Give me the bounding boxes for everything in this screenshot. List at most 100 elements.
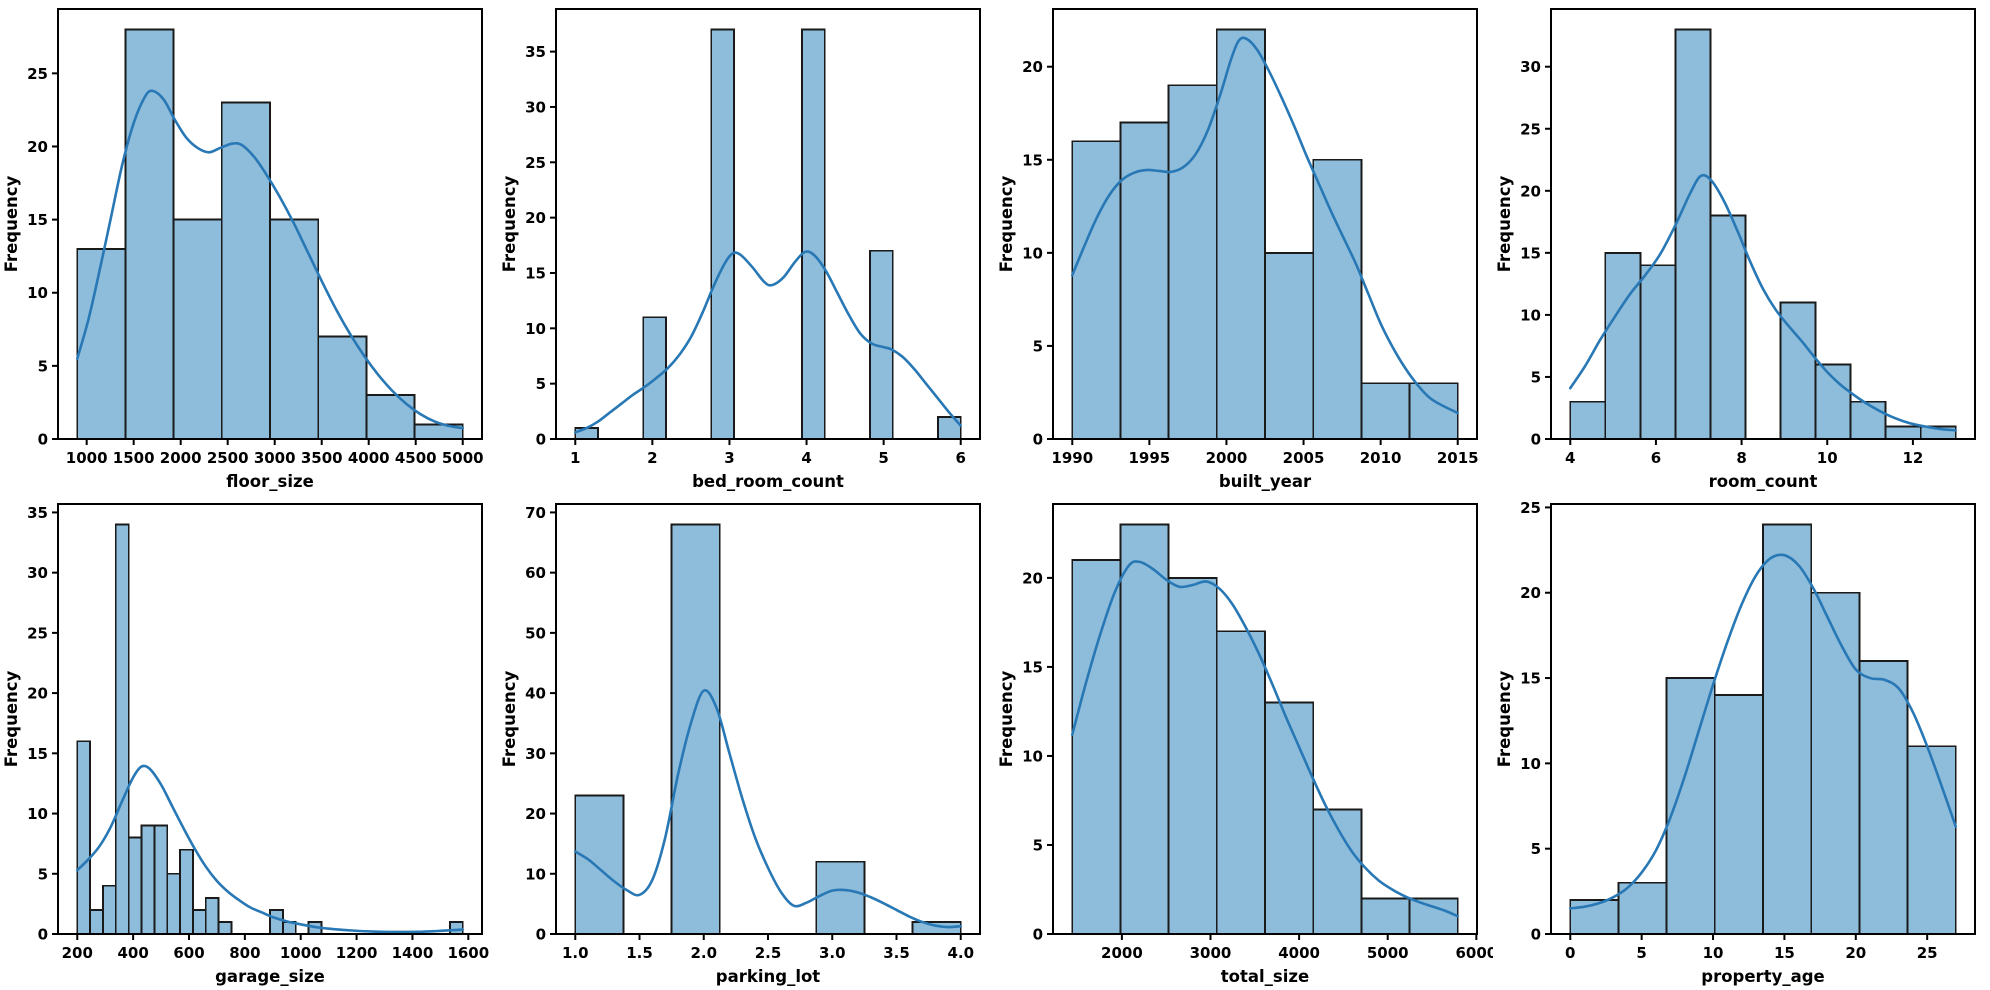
x-tick-label: 1.0 <box>561 944 588 962</box>
x-tick-label: 1600 <box>447 944 489 962</box>
x-tick-label: 4000 <box>1278 944 1320 962</box>
x-tick-label: 3000 <box>254 449 296 467</box>
histogram-bar <box>76 247 127 440</box>
histogram-bar <box>1814 363 1851 440</box>
y-tick-label: 5 <box>535 375 545 393</box>
histogram-bar <box>1167 84 1218 440</box>
x-tick-label: 200 <box>62 944 93 962</box>
x-axis-label: total_size <box>1221 967 1309 986</box>
histogram-bar <box>1408 897 1459 935</box>
x-tick-label: 2000 <box>1101 944 1143 962</box>
x-tick-label: 4 <box>1565 449 1575 467</box>
y-tick-label: 20 <box>1520 584 1541 602</box>
y-tick-label: 15 <box>1022 658 1043 676</box>
histogram-bar <box>1857 660 1908 935</box>
histogram-bar <box>1713 694 1764 935</box>
y-tick-label: 30 <box>525 98 546 116</box>
y-tick-label: 25 <box>525 154 546 172</box>
histogram-property-age: 0 5 10 15 20 25 0 5 10 15 20 25 property_age Frequenc… <box>1495 499 1976 986</box>
histogram-bar <box>166 872 181 935</box>
kde-curve <box>573 250 962 434</box>
y-tick-label: 20 <box>1520 182 1541 200</box>
y-tick-label: 5 <box>1530 840 1540 858</box>
histogram-parking-lot: 1.0 1.5 2.0 2.5 3.0 3.5 4.0 0 10 20 30 40 50 60 70 park… <box>500 503 981 986</box>
y-tick-label: 20 <box>27 685 48 703</box>
x-tick-label: 12 <box>1902 449 1923 467</box>
y-tick-label: 0 <box>38 431 48 449</box>
y-tick-label: 20 <box>27 138 48 156</box>
y-axis-label: Frequency <box>997 175 1016 272</box>
y-axis-label: Frequency <box>500 670 519 767</box>
y-tick-label: 20 <box>525 209 546 227</box>
histogram-bar <box>709 28 735 440</box>
histogram-bar <box>365 394 416 440</box>
histogram-bar <box>1119 523 1170 935</box>
x-tick-label: 2.5 <box>754 944 781 962</box>
x-tick-label: 2 <box>647 449 657 467</box>
x-tick-label: 6 <box>955 449 965 467</box>
y-tick-label: 10 <box>27 805 48 823</box>
y-tick-label: 30 <box>27 564 48 582</box>
y-tick-label: 5 <box>38 865 48 883</box>
histogram-bar <box>140 824 156 935</box>
histogram-bar <box>1264 251 1315 440</box>
histogram-bar <box>1071 559 1122 935</box>
y-axis-label: Frequency <box>997 670 1016 767</box>
histogram-bar <box>1761 523 1812 935</box>
x-tick-label: 5000 <box>1367 944 1409 962</box>
y-tick-label: 5 <box>1033 836 1043 854</box>
y-axis-label: Frequency <box>1495 670 1514 767</box>
x-tick-label: 2005 <box>1283 449 1325 467</box>
y-tick-label: 0 <box>535 926 545 944</box>
x-tick-label: 4000 <box>348 449 390 467</box>
x-tick-label: 5 <box>1636 944 1646 962</box>
x-tick-label: 2000 <box>160 449 202 467</box>
x-tick-label: 4500 <box>395 449 437 467</box>
x-tick-label: 6 <box>1650 449 1660 467</box>
y-tick-label: 25 <box>1520 120 1541 138</box>
histogram-bar <box>114 523 130 935</box>
x-tick-label: 1000 <box>280 944 322 962</box>
subplot-bed-room-count: 1 2 3 4 5 6 0 5 10 15 20 25 30 35 bed_room_count Freque… <box>498 0 996 495</box>
histogram-bar <box>192 909 207 935</box>
y-tick-label: 10 <box>1520 755 1541 773</box>
y-tick-label: 25 <box>27 65 48 83</box>
x-tick-label: 4 <box>801 449 811 467</box>
x-axis-label: floor_size <box>226 472 314 491</box>
x-tick-label: 2015 <box>1437 449 1479 467</box>
y-tick-label: 0 <box>1033 926 1043 944</box>
plot-frame <box>1052 503 1478 935</box>
histogram-bar <box>1568 400 1606 440</box>
histogram-bar <box>1264 701 1315 935</box>
histogram-bar <box>800 28 826 440</box>
plot-frame <box>554 8 981 440</box>
y-tick-label: 25 <box>27 624 48 642</box>
y-tick-label: 15 <box>27 745 48 763</box>
x-tick-label: 3.0 <box>818 944 845 962</box>
kde-curve <box>1070 36 1460 415</box>
histogram-bar <box>573 427 599 440</box>
y-tick-label: 20 <box>1022 569 1043 587</box>
x-tick-label: 3500 <box>301 449 343 467</box>
x-axis-label: built_year <box>1219 472 1312 491</box>
kde-curve <box>573 689 962 929</box>
subplot-room-count: 4 6 8 10 12 0 5 10 15 20 25 30 room_count Frequency <box>1493 0 1990 495</box>
kde-curve <box>75 89 465 430</box>
histogram-bar <box>153 824 169 935</box>
x-tick-label: 1995 <box>1128 449 1170 467</box>
histogram-bar <box>1906 745 1957 935</box>
histogram-bar <box>127 836 143 935</box>
y-tick-label: 15 <box>525 264 546 282</box>
x-tick-label: 5 <box>878 449 888 467</box>
x-tick-label: 1200 <box>336 944 378 962</box>
histogram-bar <box>1603 251 1641 440</box>
y-tick-label: 15 <box>1022 151 1043 169</box>
x-tick-label: 2000 <box>1206 449 1248 467</box>
y-tick-label: 25 <box>1520 499 1541 517</box>
x-tick-label: 1990 <box>1051 449 1093 467</box>
y-tick-label: 0 <box>1033 431 1043 449</box>
x-tick-label: 800 <box>229 944 260 962</box>
x-tick-label: 2010 <box>1360 449 1402 467</box>
histogram-bar <box>179 848 194 935</box>
